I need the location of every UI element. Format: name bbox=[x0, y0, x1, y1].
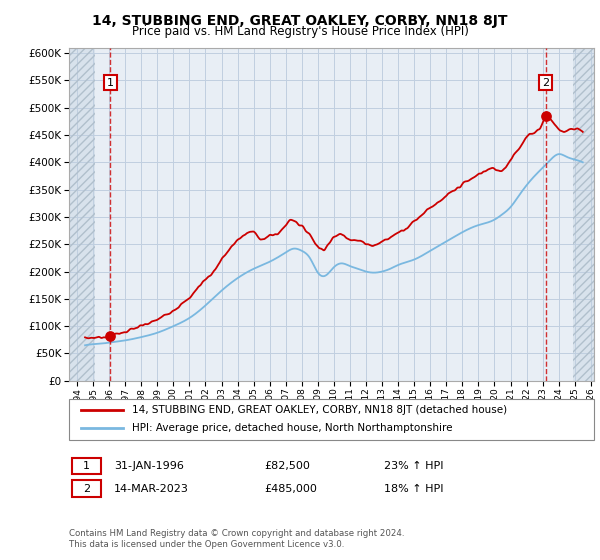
Bar bbox=[69, 48, 95, 381]
Bar bbox=[69, 48, 95, 381]
Point bbox=[106, 332, 115, 340]
Text: 18% ↑ HPI: 18% ↑ HPI bbox=[384, 484, 443, 494]
Text: 1: 1 bbox=[107, 78, 114, 87]
Text: 14, STUBBING END, GREAT OAKLEY, CORBY, NN18 8JT: 14, STUBBING END, GREAT OAKLEY, CORBY, N… bbox=[92, 14, 508, 28]
Text: 31-JAN-1996: 31-JAN-1996 bbox=[114, 461, 184, 471]
Point bbox=[541, 111, 551, 120]
Text: 2: 2 bbox=[542, 78, 550, 87]
Text: £485,000: £485,000 bbox=[264, 484, 317, 494]
Text: 1: 1 bbox=[83, 461, 90, 471]
Text: 23% ↑ HPI: 23% ↑ HPI bbox=[384, 461, 443, 471]
Text: 14, STUBBING END, GREAT OAKLEY, CORBY, NN18 8JT (detached house): 14, STUBBING END, GREAT OAKLEY, CORBY, N… bbox=[132, 405, 507, 415]
Text: 2: 2 bbox=[83, 484, 90, 494]
Text: £82,500: £82,500 bbox=[264, 461, 310, 471]
Text: Price paid vs. HM Land Registry's House Price Index (HPI): Price paid vs. HM Land Registry's House … bbox=[131, 25, 469, 38]
Text: Contains HM Land Registry data © Crown copyright and database right 2024.
This d: Contains HM Land Registry data © Crown c… bbox=[69, 529, 404, 549]
Bar bbox=[573, 48, 594, 381]
Text: 14-MAR-2023: 14-MAR-2023 bbox=[114, 484, 189, 494]
Text: HPI: Average price, detached house, North Northamptonshire: HPI: Average price, detached house, Nort… bbox=[132, 423, 452, 433]
Bar bbox=[573, 48, 594, 381]
